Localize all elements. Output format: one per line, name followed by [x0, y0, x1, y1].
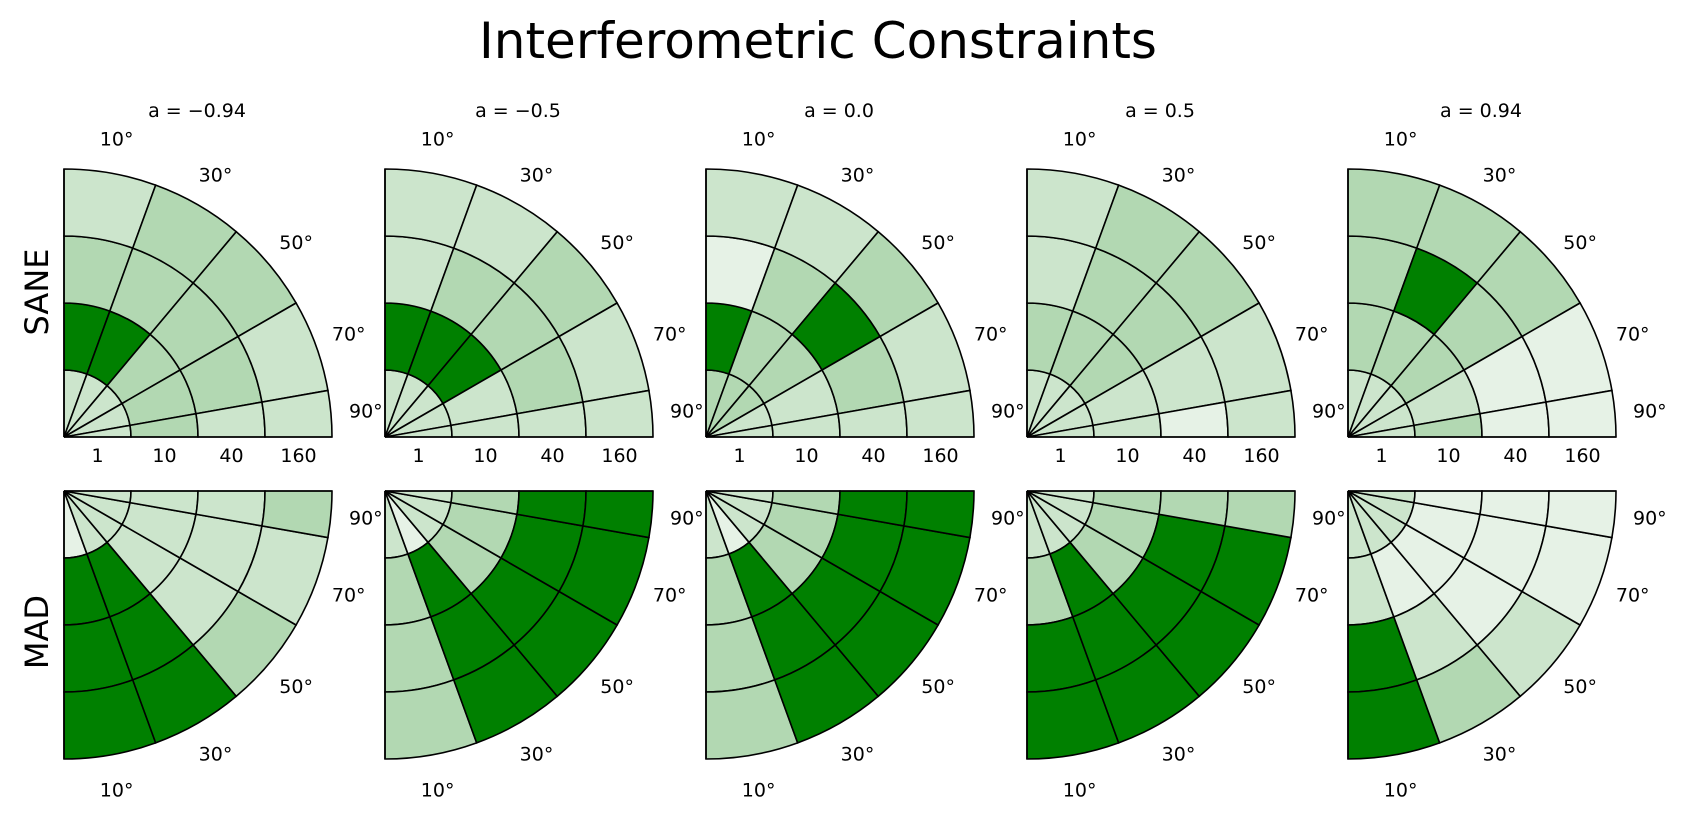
- r-tick-label-3: 160: [601, 445, 637, 467]
- angle-tick-label-3: 70°: [653, 585, 687, 607]
- r-tick-label-1: 10: [152, 445, 176, 467]
- panel-sane-3: 10° 30° 50° 70° 90° 1 10 40 160 a = 0.5: [1026, 100, 1346, 467]
- r-tick-label-2: 40: [540, 445, 564, 467]
- r-tick-label-1: 10: [1436, 445, 1460, 467]
- angle-tick-label-4: 90°: [991, 507, 1025, 529]
- angle-tick-label-1: 30°: [520, 743, 554, 765]
- angle-tick-label-2: 50°: [279, 676, 313, 698]
- r-tick-label-2: 40: [861, 445, 885, 467]
- r-tick-label-3: 160: [280, 445, 316, 467]
- angle-tick-label-4: 90°: [1633, 507, 1667, 529]
- angle-tick-label-1: 30°: [1483, 743, 1517, 765]
- r-tick-label-0: 1: [1054, 445, 1066, 467]
- angle-tick-label-2: 50°: [1242, 676, 1276, 698]
- angle-tick-label-1: 30°: [199, 165, 233, 187]
- angle-tick-label-3: 70°: [1295, 585, 1329, 607]
- angle-tick-label-2: 50°: [600, 232, 634, 254]
- angle-tick-label-3: 70°: [1616, 323, 1650, 345]
- angle-tick-label-2: 50°: [921, 232, 955, 254]
- angle-tick-label-2: 50°: [279, 232, 313, 254]
- angle-tick-label-1: 30°: [520, 165, 554, 187]
- angle-tick-label-0: 10°: [421, 779, 455, 801]
- r-tick-label-0: 1: [412, 445, 424, 467]
- angle-tick-label-4: 90°: [670, 507, 704, 529]
- r-tick-label-3: 160: [1564, 445, 1600, 467]
- angle-tick-label-3: 70°: [332, 585, 366, 607]
- angle-tick-label-2: 50°: [1563, 676, 1597, 698]
- r-tick-label-0: 1: [733, 445, 745, 467]
- spin-title-2: a = 0.0: [804, 100, 874, 122]
- angle-tick-label-2: 50°: [1242, 232, 1276, 254]
- angle-tick-label-0: 10°: [1063, 129, 1097, 151]
- angle-tick-label-4: 90°: [1633, 401, 1667, 423]
- r-tick-label-2: 40: [1182, 445, 1206, 467]
- angle-tick-label-4: 90°: [991, 401, 1025, 423]
- panel-sane-1: 10° 30° 50° 70° 90° 1 10 40 160 a = −0.5: [384, 100, 704, 467]
- panel-sane-2: 10° 30° 50° 70° 90° 1 10 40 160 a = 0.0: [705, 100, 1025, 467]
- r-tick-label-1: 10: [1115, 445, 1139, 467]
- angle-tick-label-1: 30°: [199, 743, 233, 765]
- angle-tick-label-2: 50°: [921, 676, 955, 698]
- angle-tick-label-4: 90°: [349, 507, 383, 529]
- r-tick-label-1: 10: [473, 445, 497, 467]
- angle-tick-label-0: 10°: [421, 129, 455, 151]
- angle-tick-label-3: 70°: [974, 585, 1008, 607]
- angle-tick-label-1: 30°: [841, 165, 875, 187]
- panel-mad-0: 10° 30° 50° 70° 90°: [63, 490, 383, 801]
- angle-tick-label-2: 50°: [1563, 232, 1597, 254]
- r-tick-label-0: 1: [1375, 445, 1387, 467]
- panel-sane-4: 10° 30° 50° 70° 90° 1 10 40 160 a = 0.94: [1347, 100, 1667, 467]
- panel-sane-0: 10° 30° 50° 70° 90° 1 10 40 160 a = −0.94: [63, 100, 383, 467]
- r-tick-label-2: 40: [1503, 445, 1527, 467]
- spin-title-1: a = −0.5: [475, 100, 561, 122]
- angle-tick-label-1: 30°: [1162, 743, 1196, 765]
- angle-tick-label-4: 90°: [349, 401, 383, 423]
- r-tick-label-0: 1: [91, 445, 103, 467]
- angle-tick-label-0: 10°: [100, 129, 134, 151]
- angle-tick-label-1: 30°: [1162, 165, 1196, 187]
- spin-title-0: a = −0.94: [148, 100, 246, 122]
- angle-tick-label-0: 10°: [742, 779, 776, 801]
- spin-title-3: a = 0.5: [1125, 100, 1195, 122]
- angle-tick-label-1: 30°: [1483, 165, 1517, 187]
- angle-tick-label-0: 10°: [1384, 129, 1418, 151]
- r-tick-label-1: 10: [794, 445, 818, 467]
- angle-tick-label-1: 30°: [841, 743, 875, 765]
- angle-tick-label-3: 70°: [1616, 585, 1650, 607]
- row-label-sane: SANE: [18, 249, 56, 336]
- angle-tick-label-2: 50°: [600, 676, 634, 698]
- row-label-mad: MAD: [18, 595, 56, 669]
- spin-title-4: a = 0.94: [1440, 100, 1522, 122]
- angle-tick-label-0: 10°: [100, 779, 134, 801]
- angle-tick-label-0: 10°: [1063, 779, 1097, 801]
- r-tick-label-3: 160: [922, 445, 958, 467]
- figure-title: Interferometric Constraints: [479, 12, 1157, 70]
- angle-tick-label-0: 10°: [742, 129, 776, 151]
- panel-mad-2: 10° 30° 50° 70° 90°: [705, 490, 1025, 801]
- panel-grid: 10° 30° 50° 70° 90° 1 10 40 160 a = −0.94 10° 30° 50…: [63, 100, 1667, 801]
- angle-tick-label-3: 70°: [653, 323, 687, 345]
- angle-tick-label-4: 90°: [1312, 507, 1346, 529]
- panel-mad-3: 10° 30° 50° 70° 90°: [1026, 490, 1346, 801]
- r-tick-label-3: 160: [1243, 445, 1279, 467]
- angle-tick-label-4: 90°: [1312, 401, 1346, 423]
- angle-tick-label-0: 10°: [1384, 779, 1418, 801]
- angle-tick-label-3: 70°: [332, 323, 366, 345]
- panel-mad-1: 10° 30° 50° 70° 90°: [384, 490, 704, 801]
- r-tick-label-2: 40: [219, 445, 243, 467]
- angle-tick-label-4: 90°: [670, 401, 704, 423]
- panel-mad-4: 10° 30° 50° 70° 90°: [1347, 490, 1667, 801]
- angle-tick-label-3: 70°: [974, 323, 1008, 345]
- angle-tick-label-3: 70°: [1295, 323, 1329, 345]
